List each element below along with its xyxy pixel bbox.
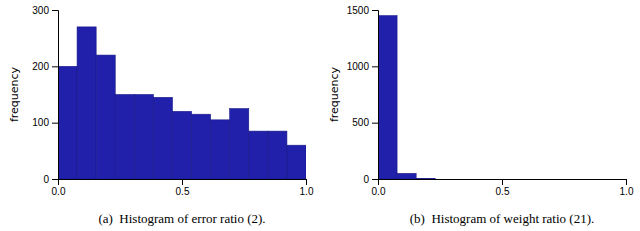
y-axis: 0 100 200 300 [32,5,58,185]
tick-mark [52,66,58,67]
bar [192,114,211,179]
bar [230,109,249,179]
tick: 0 [43,174,58,185]
tick-label: 300 [32,5,49,16]
bar [77,27,96,179]
bar [492,179,511,180]
bar [454,179,473,180]
x-axis: 0.0 0.5 1.0 [372,179,634,197]
caption: (b) Histogram of weight ratio (21). [410,211,594,226]
tick-label: 1000 [347,61,370,72]
bar [287,145,306,179]
tick: 0 [363,174,378,185]
tick: 1.0 [300,179,314,197]
tick-mark [626,179,627,185]
tick-mark [182,179,183,185]
bar [153,97,172,179]
tick-mark [502,179,503,185]
bar [115,95,134,180]
tick-mark [372,66,378,67]
bar [416,178,435,179]
bar [607,179,626,180]
bars [378,16,435,179]
tick-label: 0.0 [372,186,386,197]
tick-mark [372,123,378,124]
tick-label: 1.0 [620,186,634,197]
bar [172,111,191,179]
tick-label: 200 [32,61,49,72]
bar [588,179,607,180]
tick: 500 [352,117,378,128]
y-label: frequency [8,66,21,122]
bar [249,131,268,179]
tick: 100 [32,117,58,128]
tick: 0.5 [496,179,510,197]
tick: 0.5 [176,179,190,197]
axis-line [59,180,307,186]
axis-line [372,11,379,180]
tick-label: 0 [363,174,369,185]
tick-mark [52,179,58,180]
tick: 0.0 [52,179,66,197]
panel: 0.0 0.5 1.0 0 500 1000 1500 frequency (b) Histog… [328,5,634,226]
bar [378,16,397,179]
tick-mark [306,179,307,185]
tick-label: 0.5 [176,186,190,197]
tick-label: 1500 [347,5,370,16]
tick-label: 0.0 [52,186,66,197]
bars [58,27,306,179]
tick-label: 0.5 [496,186,510,197]
tick: 200 [32,61,58,72]
tick: 1500 [347,5,378,16]
tick-label: 0 [43,174,49,185]
panel: 0.0 0.5 1.0 0 100 200 300 frequency (a) Histogra… [8,5,314,226]
axis-line [52,11,59,180]
bar [268,131,287,179]
tick: 0.0 [372,179,386,197]
tick-mark [372,179,378,180]
bar [569,179,588,180]
tick: 1000 [347,61,378,72]
bar [512,179,531,180]
tick-mark [52,123,58,124]
figure: 0.0 0.5 1.0 0 100 200 300 frequency (a) Histogra… [0,0,640,231]
bar [134,95,153,180]
tick: 300 [32,5,58,16]
tick-label: 100 [32,117,49,128]
y-axis: 0 500 1000 1500 [347,5,379,185]
caption: (a) Histogram of error ratio (2). [98,211,265,226]
bar [531,179,550,180]
tick-mark [52,10,58,11]
bar [550,179,569,180]
tick-label: 500 [352,117,369,128]
bar [397,173,416,179]
axis-line [379,180,627,186]
bar [435,179,454,180]
x-axis: 0.0 0.5 1.0 [52,179,314,197]
bar [58,66,77,179]
bar [96,55,115,179]
tick-mark [372,10,378,11]
y-label: frequency [328,66,341,122]
tick-label: 1.0 [300,186,314,197]
tick: 1.0 [620,179,634,197]
bar [211,120,230,179]
bar [473,179,492,180]
